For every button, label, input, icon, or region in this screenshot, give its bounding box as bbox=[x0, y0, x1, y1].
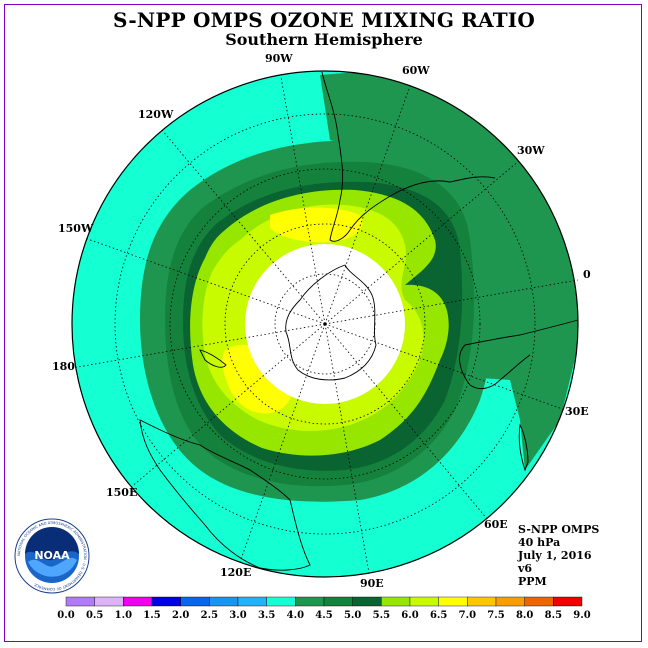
colorbar-tick-label: 2.0 bbox=[172, 610, 189, 621]
colorbar-tick-label: 8.5 bbox=[545, 610, 562, 621]
graticule bbox=[71, 76, 579, 574]
lon-label-180: 180 bbox=[52, 360, 75, 373]
colorbar-box-4 bbox=[180, 596, 210, 607]
colorbar-box-2 bbox=[123, 596, 153, 607]
colorbar-box-7 bbox=[266, 596, 296, 607]
colorbar-box-1 bbox=[94, 596, 124, 607]
colorbar-box-16 bbox=[524, 596, 554, 607]
colorbar-box-9 bbox=[323, 596, 353, 607]
colorbar-tick-label: 9.0 bbox=[573, 610, 590, 621]
colorbar-tick-label: 3.0 bbox=[229, 610, 246, 621]
coast-new-zealand bbox=[199, 349, 227, 368]
colorbar-tick-label: 4.5 bbox=[315, 610, 332, 621]
colorbar-tick-label: 6.5 bbox=[430, 610, 447, 621]
coast-madagascar bbox=[518, 423, 529, 472]
colorbar-box-10 bbox=[352, 596, 382, 607]
colorbar-box-5 bbox=[209, 596, 239, 607]
colorbar-tick-label: 6.0 bbox=[401, 610, 418, 621]
colorbar-tick-label: 7.0 bbox=[459, 610, 476, 621]
lon-label-30e: 30E bbox=[565, 405, 589, 418]
colorbar-tick-label: 1.5 bbox=[143, 610, 160, 621]
colorbar-tick-label: 5.0 bbox=[344, 610, 361, 621]
colorbar-box-14 bbox=[467, 596, 497, 607]
colorbar-box-3 bbox=[151, 596, 181, 607]
info-units: PPM bbox=[518, 575, 547, 588]
info-block: S-NPP OMPS 40 hPa July 1, 2016 v6 PPM bbox=[518, 523, 599, 588]
colorbar-box-17 bbox=[553, 596, 583, 607]
page-title: S-NPP OMPS OZONE MIXING RATIO bbox=[113, 8, 535, 32]
lon-label-90w: 90W bbox=[265, 52, 293, 65]
coast-south-america bbox=[321, 71, 496, 242]
south-pole-marker bbox=[323, 322, 327, 326]
colorbar-box-0 bbox=[65, 596, 95, 607]
colorbar-box-13 bbox=[438, 596, 468, 607]
info-date: July 1, 2016 bbox=[518, 549, 592, 562]
lon-label-60w: 60W bbox=[402, 64, 430, 77]
colorbar-tick-label: 1.0 bbox=[115, 610, 132, 621]
page-subtitle: Southern Hemisphere bbox=[225, 30, 423, 49]
colorbar-tick-label: 4.0 bbox=[287, 610, 304, 621]
colorbar-box-6 bbox=[237, 596, 267, 607]
contour-fill-6.5-7.0-a bbox=[270, 207, 363, 243]
colorbar-tick-label: 3.5 bbox=[258, 610, 275, 621]
coast-antarctica bbox=[285, 264, 377, 381]
colorbar-tick-label: 8.0 bbox=[516, 610, 533, 621]
lon-label-150w: 150W bbox=[58, 222, 94, 235]
lon-label-30w: 30W bbox=[517, 144, 545, 157]
figure-frame bbox=[4, 4, 642, 642]
coast-australia bbox=[139, 419, 311, 571]
colorbar-tick-label: 0.5 bbox=[86, 610, 103, 621]
lon-label-60e: 60E bbox=[484, 518, 508, 531]
lon-label-120w: 120W bbox=[138, 108, 174, 121]
coastlines bbox=[139, 71, 579, 571]
colorbar-box-12 bbox=[409, 596, 439, 607]
map-outline bbox=[71, 70, 579, 578]
info-version: v6 bbox=[518, 562, 533, 575]
noaa-logo: NOAA NATIONAL OCEANIC AND ATMOSPHERIC AD… bbox=[14, 518, 90, 594]
lon-label-120e: 120E bbox=[220, 566, 252, 579]
colorbar-box-15 bbox=[495, 596, 525, 607]
lon-label-90e: 90E bbox=[360, 577, 384, 590]
info-instrument: S-NPP OMPS bbox=[518, 523, 600, 536]
colorbar-tick-label: 0.0 bbox=[57, 610, 74, 621]
logo-text: NOAA bbox=[34, 549, 70, 562]
colorbar-tick-label: 7.5 bbox=[487, 610, 504, 621]
colorbar-tick-label: 2.5 bbox=[201, 610, 218, 621]
coast-africa bbox=[459, 319, 579, 390]
colorbar-box-11 bbox=[381, 596, 411, 607]
colorbar-box-8 bbox=[295, 596, 325, 607]
colorbar-tick-label: 5.5 bbox=[373, 610, 390, 621]
lon-label-0: 0 bbox=[583, 268, 591, 281]
lon-label-150e: 150E bbox=[106, 486, 138, 499]
info-level: 40 hPa bbox=[518, 536, 561, 549]
